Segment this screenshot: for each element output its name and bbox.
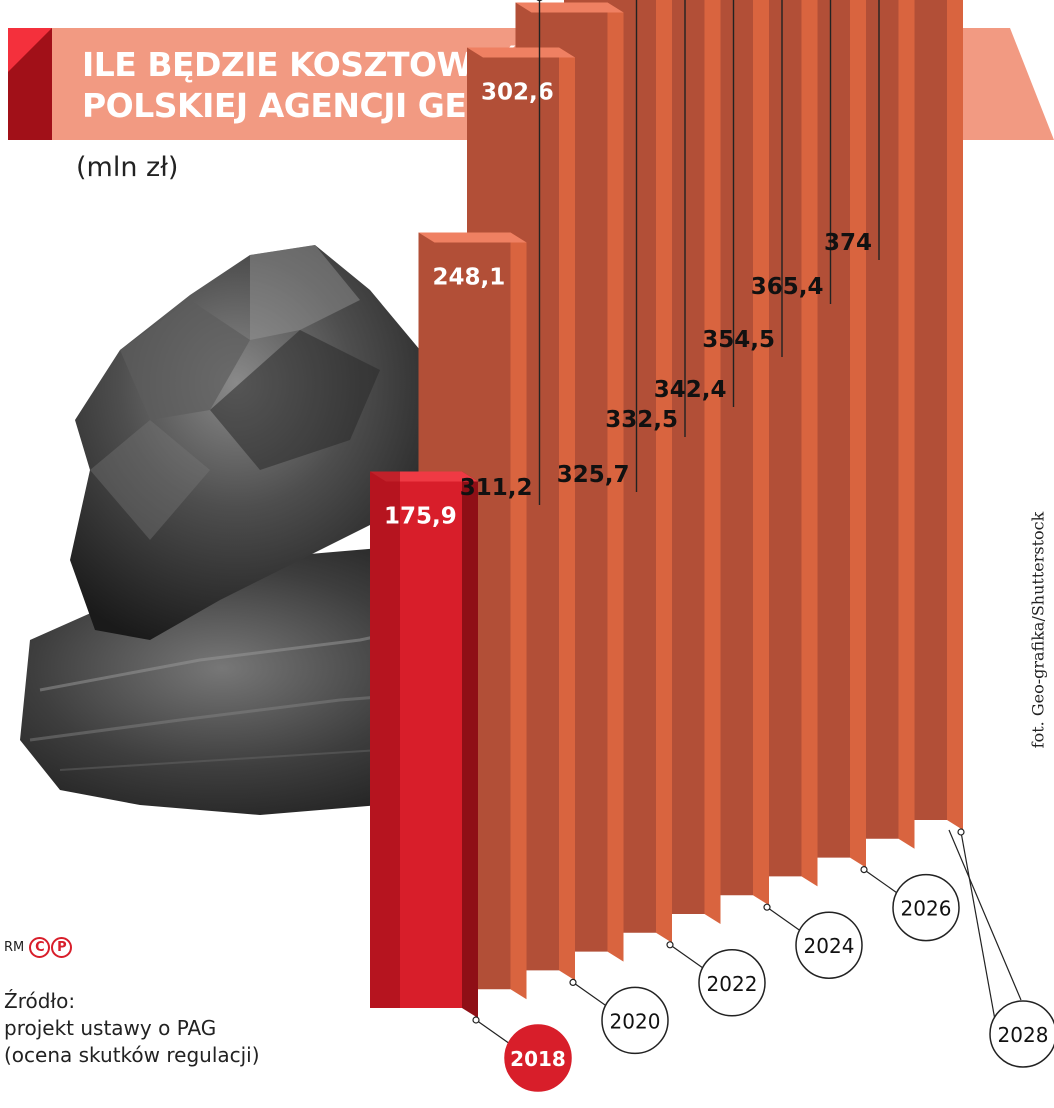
year-circle-2026 (892, 873, 960, 942)
bar-side (510, 232, 527, 1000)
bar-top (418, 232, 527, 243)
year-dot (666, 941, 674, 949)
bar-2018 (370, 471, 478, 1018)
year-leader-2028 (948, 829, 1022, 1001)
year-circle-2028 (989, 1000, 1054, 1068)
year-label-2020: 2020 (610, 1009, 661, 1033)
unit-label: (mln zł) (76, 152, 179, 183)
year-label-2022: 2022 (707, 972, 758, 996)
value-label-2023: 325,7 (557, 462, 630, 488)
source-line-2: (ocena skutków regulacji) (4, 1043, 260, 1067)
bar-side (801, 0, 818, 887)
year-circle-2018 (504, 1024, 572, 1092)
copyright-badge-icon: C (29, 937, 51, 958)
value-label-2019: 248,1 (433, 264, 506, 290)
year-leader (863, 869, 899, 895)
value-label-2020: 302,6 (481, 79, 554, 105)
source-line-1: projekt ustawy o PAG (4, 1016, 217, 1040)
value-label-2025: 342,4 (654, 377, 727, 403)
year-leader (669, 944, 705, 970)
value-label-2028: 374 (824, 230, 872, 256)
year-circle-2020 (601, 986, 669, 1055)
year-circle-2022 (698, 949, 766, 1017)
bar-top (467, 47, 575, 58)
year-label-2024: 2024 (804, 934, 855, 958)
year-dot (957, 828, 965, 836)
bar-side (656, 0, 672, 943)
year-label-2028: 2028 (998, 1023, 1049, 1047)
bar-side (704, 0, 721, 924)
year-dot (472, 1016, 480, 1024)
value-label-2018: 175,9 (384, 504, 457, 530)
protected-badge-icon: P (51, 937, 73, 958)
year-leader (572, 981, 608, 1007)
bar-side (462, 471, 478, 1018)
bar-side (607, 2, 624, 962)
year-circle-2024 (795, 911, 863, 979)
bar-shade (370, 471, 400, 1008)
source-note: Źródło: projekt ustawy o PAG (ocena skut… (4, 988, 260, 1069)
value-label-2027: 365,4 (751, 274, 824, 300)
bar-top (515, 2, 624, 13)
year-dot (763, 903, 771, 911)
value-label-2021: 311,2 (460, 475, 533, 501)
year-leader (766, 906, 802, 932)
value-label-2024: 332,5 (605, 407, 678, 433)
bar-side (559, 47, 575, 981)
source-heading: Źródło: (4, 989, 76, 1013)
bar-side (947, 0, 963, 830)
photo-credit: fot. Geo-grafika/Shutterstock (1028, 511, 1048, 749)
year-leader (960, 831, 996, 1021)
value-label-2026: 354,5 (702, 327, 775, 353)
year-label-2026: 2026 (901, 897, 952, 921)
year-leader (475, 1019, 511, 1045)
bar-side (898, 0, 915, 849)
rm-label: RM (4, 940, 25, 955)
year-dot (860, 865, 868, 874)
year-label-2018: 2018 (510, 1047, 566, 1071)
bar-side (850, 0, 866, 868)
year-dot (569, 978, 577, 987)
bar-side (753, 0, 769, 906)
